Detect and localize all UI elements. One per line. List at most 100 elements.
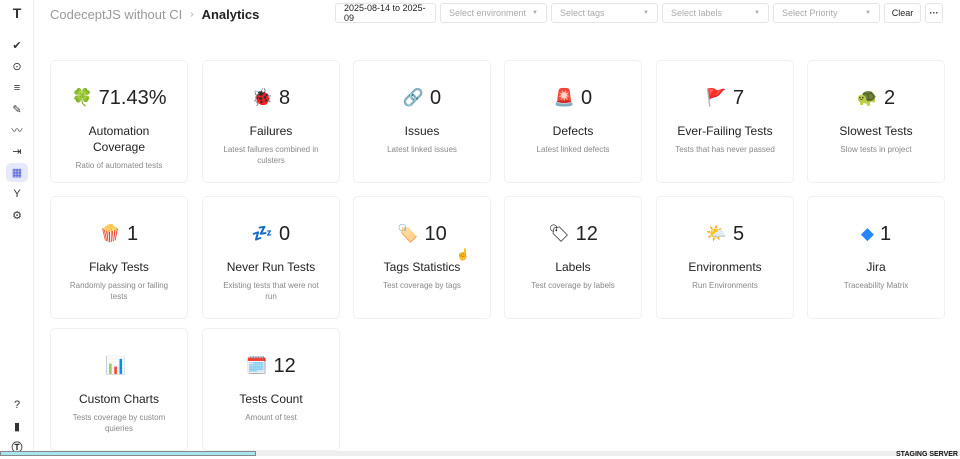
- card-title: Defects: [552, 124, 594, 138]
- page-title: Analytics: [201, 7, 260, 22]
- sidebar: T ✔ ⊙ ≡ ✎ 〰 ⇥ ▦ Y ⚙ ? ▮ Ⓣ: [0, 0, 34, 456]
- breadcrumb-separator: ›: [190, 9, 194, 20]
- card-never-run-tests[interactable]: 💤 0 Never Run Tests Existing tests that w…: [202, 196, 340, 319]
- loading-progress-bar: [0, 451, 256, 456]
- breadcrumb: CodeceptJS without CI › Analytics: [50, 7, 259, 22]
- import-icon[interactable]: ⇥: [12, 145, 22, 158]
- profile-icon[interactable]: Ⓣ: [11, 442, 23, 454]
- card-title: Automation Coverage: [88, 124, 150, 154]
- more-button[interactable]: ···: [925, 3, 943, 23]
- card-value: 1: [879, 222, 892, 245]
- environment-placeholder: Select environment: [449, 8, 527, 18]
- priority-select[interactable]: Select Priority ▼: [773, 3, 880, 23]
- date-range-picker[interactable]: 2025-08-14 to 2025-09: [335, 3, 436, 23]
- tags-select[interactable]: Select tags ▼: [551, 3, 658, 23]
- card-value: 2: [884, 86, 896, 109]
- card-description: Slow tests in project: [840, 145, 912, 154]
- tags-placeholder: Select tags: [560, 8, 605, 18]
- card-value-row: 🐞 8: [203, 85, 339, 111]
- breadcrumb-project[interactable]: CodeceptJS without CI: [50, 7, 183, 22]
- play-icon[interactable]: ⊙: [12, 60, 22, 73]
- card-icon: 🏷: [548, 224, 570, 243]
- card-icon: 🌤️: [705, 224, 728, 243]
- analytics-icon[interactable]: ▦: [6, 163, 28, 182]
- branch-icon[interactable]: Y: [13, 188, 21, 200]
- card-value: 7: [733, 86, 745, 109]
- card-value: 12: [575, 222, 598, 245]
- card-flaky-tests[interactable]: 🍿 1 Flaky Tests Randomly passing or faili…: [50, 196, 188, 319]
- card-value-row: 🐢 2: [808, 85, 944, 111]
- card-title: Environments: [688, 260, 762, 274]
- card-value-row: 🏷️ 10: [354, 221, 490, 247]
- card-description: Tests that has never passed: [675, 145, 775, 154]
- card-icon: 🚩: [705, 88, 728, 107]
- pulse-icon[interactable]: 〰: [11, 125, 23, 137]
- card-value-row: 🍀 71.43%: [51, 85, 187, 111]
- card-value-row: ◆ 1: [808, 221, 944, 247]
- check-icon[interactable]: ✔: [12, 39, 22, 52]
- labels-placeholder: Select labels: [671, 8, 723, 18]
- card-description: Test coverage by labels: [531, 281, 615, 290]
- labels-select[interactable]: Select labels ▼: [662, 3, 769, 23]
- card-issues[interactable]: 🔗 0 Issues Latest linked issues: [353, 60, 491, 183]
- card-icon: 🍿: [99, 224, 122, 243]
- card-tags-statistics[interactable]: 🏷️ 10 Tags Statistics Test coverage by ta…: [353, 196, 491, 319]
- card-value-row: 🚨 0: [505, 85, 641, 111]
- card-value-row: 🔗 0: [354, 85, 490, 111]
- card-slowest-tests[interactable]: 🐢 2 Slowest Tests Slow tests in project: [807, 60, 945, 183]
- environment-select[interactable]: Select environment ▼: [440, 3, 547, 23]
- card-icon: 🚨: [553, 88, 576, 107]
- card-description: Traceability Matrix: [843, 281, 909, 290]
- card-description: Run Environments: [692, 281, 758, 290]
- help-icon[interactable]: ?: [13, 399, 21, 411]
- clear-button[interactable]: Clear: [884, 3, 921, 23]
- priority-placeholder: Select Priority: [782, 8, 838, 18]
- chevron-down-icon: ▼: [754, 10, 760, 16]
- card-custom-charts[interactable]: 📊 Custom Charts Tests coverage by custom…: [50, 328, 188, 451]
- list-check-icon[interactable]: ≡: [13, 82, 21, 94]
- card-value-row: 🗓️ 12: [203, 353, 339, 379]
- gear-icon[interactable]: ⚙: [12, 209, 22, 222]
- card-tests-count[interactable]: 🗓️ 12 Tests Count Amount of test: [202, 328, 340, 451]
- hand-cursor-icon: ☝: [456, 249, 470, 261]
- card-title: Tags Statistics: [383, 260, 461, 274]
- card-description: Latest failures combined in culsters: [223, 145, 319, 165]
- card-value-row: 💤 0: [203, 221, 339, 247]
- card-value: 12: [273, 354, 296, 377]
- card-jira[interactable]: ◆ 1 Jira Traceability Matrix: [807, 196, 945, 319]
- card-value: 8: [279, 86, 291, 109]
- logo[interactable]: T: [12, 5, 22, 21]
- card-value-row: 🍿 1: [51, 221, 187, 247]
- card-title: Jira: [866, 260, 886, 274]
- card-title: Failures: [249, 124, 293, 138]
- card-description: Latest linked issues: [387, 145, 457, 154]
- card-value-row: 🏷 12: [505, 221, 641, 247]
- status-strip: [0, 451, 960, 456]
- card-failures[interactable]: 🐞 8 Failures Latest failures combined in …: [202, 60, 340, 183]
- staging-label: STAGING SERVER: [896, 451, 958, 458]
- filter-bar: 2025-08-14 to 2025-09 Select environment…: [335, 3, 943, 23]
- card-icon: 📊: [105, 356, 127, 375]
- card-description: Amount of test: [245, 413, 297, 422]
- card-defects[interactable]: 🚨 0 Defects Latest linked defects: [504, 60, 642, 183]
- card-labels[interactable]: 🏷 12 Labels Test coverage by labels: [504, 196, 642, 319]
- card-icon: 🍀: [71, 88, 93, 107]
- card-automation-coverage[interactable]: 🍀 71.43% Automation Coverage Ratio of aut…: [50, 60, 188, 183]
- card-description: Latest linked defects: [536, 145, 610, 154]
- card-title: Labels: [555, 260, 591, 274]
- card-title: Never Run Tests: [226, 260, 316, 274]
- card-value-row: 📊: [51, 353, 187, 379]
- card-icon: 🐢: [856, 88, 879, 107]
- card-description: Randomly passing or failing tests: [69, 281, 169, 301]
- edit-icon[interactable]: ✎: [12, 103, 22, 116]
- card-icon: 🔗: [402, 88, 425, 107]
- card-title: Issues: [404, 124, 440, 138]
- docs-icon[interactable]: ▮: [13, 420, 21, 433]
- card-icon: 🗓️: [246, 356, 268, 375]
- card-value-row: 🌤️ 5: [657, 221, 793, 247]
- card-title: Flaky Tests: [89, 260, 149, 274]
- card-environments[interactable]: 🌤️ 5 Environments Run Environments: [656, 196, 794, 319]
- card-ever-failing-tests[interactable]: 🚩 7 Ever-Failing Tests Tests that has nev…: [656, 60, 794, 183]
- card-description: Test coverage by tags: [383, 281, 461, 290]
- chevron-down-icon: ▼: [865, 10, 871, 16]
